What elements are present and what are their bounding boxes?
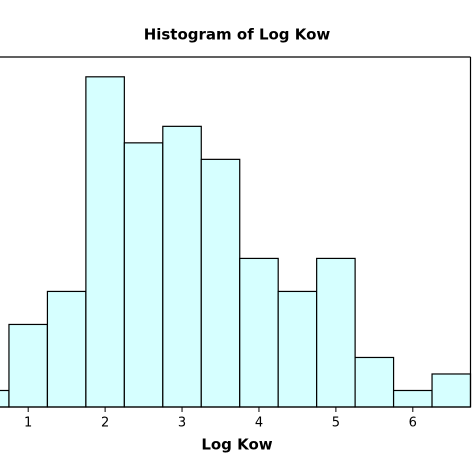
bar <box>200 158 241 408</box>
x-tick-label: 2 <box>101 416 109 431</box>
chart-title: Histogram of Log Kow <box>144 26 331 44</box>
bar <box>239 257 279 408</box>
bar <box>162 125 202 408</box>
bar <box>277 290 318 408</box>
x-tick-label: 5 <box>332 416 340 431</box>
bar <box>123 142 164 408</box>
x-tick-label: 6 <box>409 416 417 431</box>
bar <box>0 389 10 408</box>
bar <box>392 389 433 408</box>
x-axis-label: Log Kow <box>201 436 272 454</box>
x-tick-label: 4 <box>255 416 263 431</box>
bar <box>46 290 87 408</box>
bar <box>431 373 472 408</box>
bar <box>354 356 395 408</box>
bar <box>85 76 125 408</box>
bar <box>8 323 49 408</box>
x-tick-label: 3 <box>178 416 186 431</box>
x-tick-label: 1 <box>24 416 32 431</box>
bar <box>316 257 356 408</box>
